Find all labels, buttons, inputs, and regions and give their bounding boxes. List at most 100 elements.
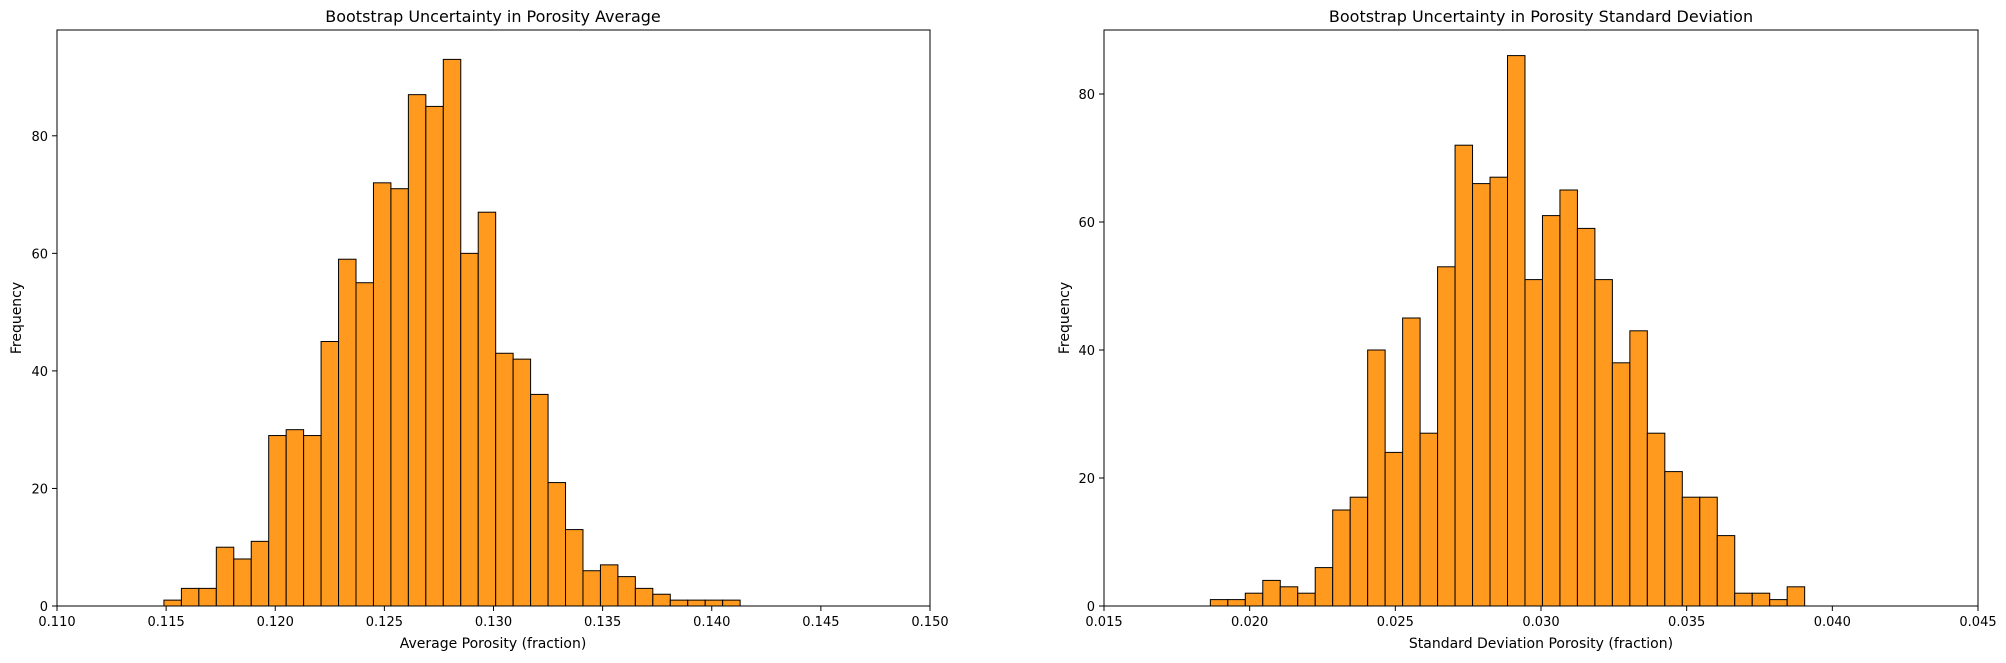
x-tick-label: 0.145 xyxy=(802,615,839,630)
histogram-bar xyxy=(704,599,724,607)
histogram-bar xyxy=(599,564,619,607)
x-tick-label: 0.110 xyxy=(38,615,75,630)
y-tick-label: 80 xyxy=(1078,88,1095,103)
panel-porosity-std-dev: Bootstrap Uncertainty in Porosity Standa… xyxy=(1057,7,1997,652)
histogram-bar xyxy=(268,435,287,607)
histogram-bar xyxy=(198,587,217,607)
x-tick-label: 0.115 xyxy=(148,615,185,630)
histogram-bar xyxy=(233,558,252,607)
histogram-bar xyxy=(1576,227,1596,607)
histogram-bar xyxy=(1384,451,1404,607)
histogram-bar xyxy=(1489,176,1509,607)
y-tick-label: 20 xyxy=(1078,472,1095,487)
histogram-bar xyxy=(163,599,182,607)
chart-title: Bootstrap Uncertainty in Porosity Standa… xyxy=(1329,7,1753,26)
histogram-bar xyxy=(1664,471,1683,607)
x-tick-label: 0.135 xyxy=(584,615,621,630)
histogram-bar xyxy=(1227,599,1246,607)
panel-porosity-average: Bootstrap Uncertainty in Porosity Averag… xyxy=(9,7,949,652)
histogram-bar xyxy=(1367,349,1386,607)
histogram-bar xyxy=(1681,496,1701,607)
histogram-bar xyxy=(425,105,444,607)
histogram-bar xyxy=(1541,215,1561,607)
y-tick-label: 20 xyxy=(31,482,48,497)
histogram-bar xyxy=(652,593,671,607)
histogram-bar xyxy=(1437,266,1456,607)
histogram-bar xyxy=(512,358,532,607)
bars-group xyxy=(1209,55,1806,607)
histogram-bar xyxy=(1646,432,1666,607)
y-tick-label: 80 xyxy=(31,130,48,145)
histogram-bar xyxy=(547,482,567,607)
histogram-bar xyxy=(1629,330,1648,607)
x-tick-label: 0.030 xyxy=(1522,615,1559,630)
histogram-bar xyxy=(1279,586,1299,607)
x-tick-label: 0.150 xyxy=(911,615,948,630)
x-tick-label: 0.040 xyxy=(1814,615,1851,630)
bars-group xyxy=(163,58,741,607)
histogram-bar xyxy=(1751,592,1771,607)
x-tick-label: 0.020 xyxy=(1231,615,1268,630)
y-tick-label: 60 xyxy=(31,247,48,262)
histogram-bar xyxy=(1297,592,1316,607)
y-axis-label: Frequency xyxy=(9,282,25,354)
histogram-bar xyxy=(407,94,427,607)
histogram-bar xyxy=(1786,586,1806,607)
histogram-bar xyxy=(1524,279,1543,607)
x-axis-ticks: 0.015 0.020 0.025 0.030 0.035 0.040 0.045 xyxy=(1085,606,1997,630)
histogram-bar xyxy=(582,570,601,607)
histogram-bar xyxy=(1769,599,1788,607)
histogram-bar xyxy=(1419,432,1439,607)
histogram-bar xyxy=(1559,189,1578,607)
histogram-bar xyxy=(180,587,200,607)
x-tick-label: 0.025 xyxy=(1377,615,1414,630)
histogram-bar xyxy=(1611,362,1631,607)
histogram-bar xyxy=(530,393,549,607)
x-tick-label: 0.140 xyxy=(693,615,730,630)
histogram-bar xyxy=(617,576,636,607)
chart-title: Bootstrap Uncertainty in Porosity Averag… xyxy=(325,7,661,26)
histogram-bar xyxy=(1262,579,1281,607)
histogram-bar xyxy=(355,282,374,607)
histogram-bar xyxy=(442,58,462,607)
x-axis-label: Average Porosity (fraction) xyxy=(400,636,587,652)
histogram-bar xyxy=(303,435,322,607)
histogram-bar xyxy=(1314,567,1334,607)
y-tick-label: 40 xyxy=(31,365,48,380)
histogram-bar xyxy=(1507,55,1526,607)
x-axis-label: Standard Deviation Porosity (fraction) xyxy=(1409,636,1673,652)
histogram-bar xyxy=(495,352,514,607)
histogram-bar xyxy=(1332,509,1351,607)
histogram-bar xyxy=(1594,279,1613,607)
histogram-bar xyxy=(460,252,479,607)
histogram-bar xyxy=(477,211,497,607)
histogram-bar xyxy=(1244,592,1264,607)
histogram-bar xyxy=(1349,496,1369,607)
histogram-bar xyxy=(215,546,235,607)
histogram-bar xyxy=(372,182,392,607)
y-tick-label: 0 xyxy=(40,600,48,615)
y-tick-label: 60 xyxy=(1078,216,1095,231)
histogram-bar xyxy=(687,599,706,607)
histogram-bar xyxy=(634,587,654,607)
x-tick-label: 0.015 xyxy=(1085,615,1122,630)
x-tick-label: 0.125 xyxy=(366,615,403,630)
histogram-bar xyxy=(1716,535,1736,607)
histogram-bar xyxy=(285,429,305,607)
histogram-bar xyxy=(1699,496,1718,607)
y-tick-label: 0 xyxy=(1087,600,1095,615)
y-axis-ticks: 0 20 40 60 80 xyxy=(1078,88,1104,615)
x-axis-ticks: 0.110 0.115 0.120 0.125 0.130 0.135 0.140 0.145… xyxy=(38,606,949,630)
histogram-bar xyxy=(320,341,340,607)
histogram-bar xyxy=(1209,599,1229,607)
histogram-bar xyxy=(722,599,741,607)
histogram-bar xyxy=(1472,183,1491,607)
y-tick-label: 40 xyxy=(1078,344,1095,359)
x-tick-label: 0.120 xyxy=(257,615,294,630)
x-tick-label: 0.045 xyxy=(1959,615,1996,630)
histogram-bar xyxy=(565,529,584,607)
histogram-bar xyxy=(390,188,409,607)
histogram-bar xyxy=(1402,317,1421,607)
